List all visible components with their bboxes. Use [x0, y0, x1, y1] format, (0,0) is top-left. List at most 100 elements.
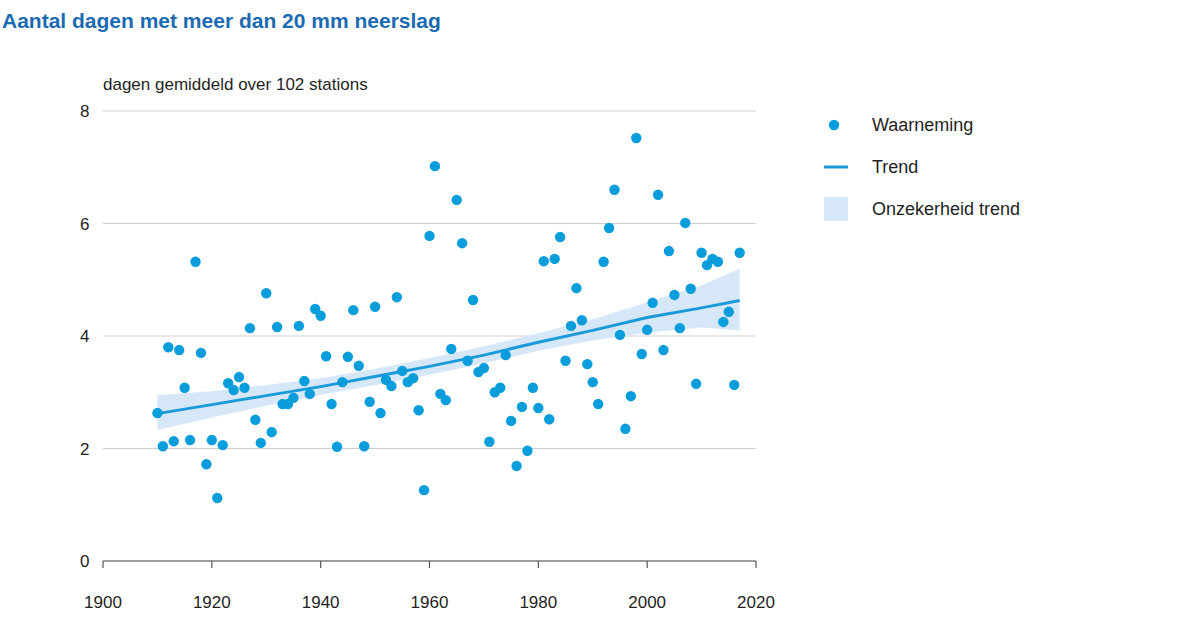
data-point [163, 342, 173, 352]
chart: Aantal dagen met meer dan 20 mm neerslag… [0, 0, 1200, 630]
data-point [424, 231, 434, 241]
data-point [511, 461, 521, 471]
data-point [413, 405, 423, 415]
data-point [539, 256, 549, 266]
x-tick-label: 1980 [519, 593, 557, 612]
data-point [506, 416, 516, 426]
data-point [256, 438, 266, 448]
data-point [500, 350, 510, 360]
plot-area [152, 133, 745, 503]
data-point [675, 323, 685, 333]
data-point [354, 361, 364, 371]
data-point [598, 257, 608, 267]
data-point [348, 305, 358, 315]
x-tick-label: 1900 [84, 593, 122, 612]
data-point [729, 380, 739, 390]
data-point [397, 366, 407, 376]
data-point [560, 356, 570, 366]
data-point [272, 322, 282, 332]
x-tick [647, 561, 648, 568]
data-point [680, 218, 690, 228]
data-point [724, 307, 734, 317]
data-point [239, 383, 249, 393]
grid-line [103, 336, 756, 337]
x-tick [320, 561, 321, 568]
data-point [691, 379, 701, 389]
data-point [207, 435, 217, 445]
data-point [718, 317, 728, 327]
data-point [375, 408, 385, 418]
data-point [234, 372, 244, 382]
data-point [441, 395, 451, 405]
data-point [332, 442, 342, 452]
data-point [713, 257, 723, 267]
data-point [337, 377, 347, 387]
data-point [533, 403, 543, 413]
data-point [669, 290, 679, 300]
data-point [615, 330, 625, 340]
legend-marker [829, 120, 839, 130]
data-point [212, 493, 222, 503]
y-tick-label: 2 [80, 440, 89, 459]
x-tick [429, 561, 430, 568]
data-point [549, 254, 559, 264]
data-point [364, 397, 374, 407]
data-point [228, 385, 238, 395]
data-point [604, 223, 614, 233]
data-point [664, 246, 674, 256]
data-point [626, 391, 636, 401]
data-point [370, 302, 380, 312]
data-point [620, 424, 630, 434]
grid-line [103, 448, 756, 449]
data-point [544, 414, 554, 424]
legend-label: Onzekerheid trend [872, 199, 1020, 219]
data-point [343, 352, 353, 362]
data-point [522, 446, 532, 456]
y-tick-label: 8 [80, 102, 89, 121]
x-tick-label: 2020 [737, 593, 775, 612]
data-point [528, 383, 538, 393]
data-point [609, 185, 619, 195]
legend-label: Waarneming [872, 115, 973, 135]
data-point [294, 321, 304, 331]
data-point [446, 344, 456, 354]
data-point [479, 363, 489, 373]
x-tick-label: 2000 [628, 593, 666, 612]
x-tick-label: 1960 [411, 593, 449, 612]
x-tick [538, 561, 539, 568]
data-point [305, 389, 315, 399]
data-point [201, 459, 211, 469]
data-point [266, 427, 276, 437]
title: Aantal dagen met meer dan 20 mm neerslag [2, 9, 441, 32]
legend-label: Trend [872, 157, 918, 177]
data-point [593, 399, 603, 409]
data-point [484, 437, 494, 447]
data-point [577, 315, 587, 325]
data-point [631, 133, 641, 143]
data-point [734, 248, 744, 258]
data-point [555, 232, 565, 242]
data-point [158, 441, 168, 451]
grid-line [103, 111, 756, 112]
data-point [326, 399, 336, 409]
data-point [288, 393, 298, 403]
data-point [495, 383, 505, 393]
x-tick [102, 561, 103, 568]
x-tick-label: 1940 [302, 593, 340, 612]
data-point [190, 257, 200, 267]
x-tick [755, 561, 756, 568]
data-point [359, 441, 369, 451]
data-point [457, 238, 467, 248]
legend-line [824, 166, 848, 169]
data-point [582, 359, 592, 369]
data-point [152, 408, 162, 418]
y-tick-label: 4 [80, 327, 89, 346]
data-point [315, 311, 325, 321]
data-point [179, 383, 189, 393]
data-point [462, 356, 472, 366]
data-point [653, 190, 663, 200]
data-point [250, 415, 260, 425]
data-point [299, 376, 309, 386]
data-point [517, 402, 527, 412]
data-point [566, 321, 576, 331]
